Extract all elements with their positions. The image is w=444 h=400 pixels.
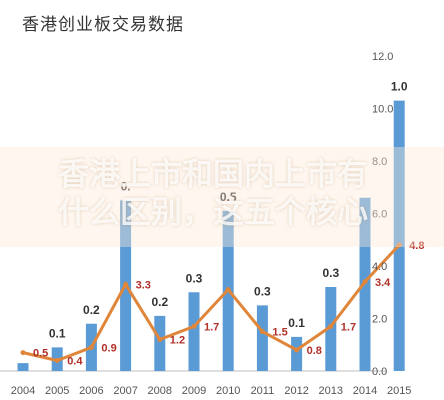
y-tick-label: 10.0 bbox=[372, 104, 393, 116]
bar-value-label: 0.3 bbox=[186, 271, 203, 285]
x-axis-ticks: 2004 2005 2006 2007 2008 2009 2010 2011 2012 2013… bbox=[11, 385, 412, 397]
x-tick-label: 2006 bbox=[79, 385, 103, 397]
bar-2008 bbox=[154, 315, 166, 371]
x-tick-label: 2008 bbox=[148, 385, 172, 397]
watermark-banner-text: 香港上市和国内上市有什么区别，这五个核心 bbox=[58, 157, 368, 230]
bar-2013 bbox=[325, 287, 337, 371]
x-tick-label: 2013 bbox=[319, 385, 343, 397]
bar-value-label: 0.5 bbox=[220, 190, 237, 204]
bar-2014 bbox=[359, 197, 371, 371]
line-value-label: 1.2 bbox=[170, 335, 185, 347]
y-tick-label: 2.0 bbox=[372, 314, 387, 326]
line-point bbox=[259, 329, 265, 335]
x-tick-label: 2005 bbox=[45, 385, 69, 397]
line-point bbox=[88, 344, 94, 350]
y-axis-ticks: 0.0 2.0 4.0 6.0 8.0 10.0 12.0 bbox=[372, 51, 393, 378]
x-tick-label: 2009 bbox=[182, 385, 206, 397]
line-point bbox=[191, 323, 197, 329]
bar-value-label: 0.1 bbox=[49, 326, 66, 340]
line-value-label: 0.8 bbox=[307, 345, 322, 357]
y-tick-label: 8.0 bbox=[372, 156, 387, 168]
line-value-label: 3.3 bbox=[136, 279, 151, 291]
line-value-label: 0.5 bbox=[33, 348, 48, 360]
line-point bbox=[362, 279, 368, 285]
bar-2015 bbox=[393, 100, 405, 371]
bar-2004 bbox=[17, 363, 29, 371]
line-series bbox=[22, 243, 401, 363]
y-tick-label: 6.0 bbox=[372, 209, 387, 221]
line-point bbox=[157, 337, 163, 342]
bar-value-label: 0.3 bbox=[254, 284, 271, 298]
line-value-label: 0.9 bbox=[101, 342, 116, 354]
bar-value-label: 0.2 bbox=[83, 303, 100, 317]
line-point bbox=[294, 347, 300, 353]
line-point bbox=[328, 323, 334, 329]
x-tick-label: 2015 bbox=[387, 385, 411, 397]
line-value-label: 4.8 bbox=[409, 240, 424, 252]
bar-value-label: 0.1 bbox=[288, 316, 305, 330]
line-value-label: 1.7 bbox=[204, 321, 219, 333]
bar-value-label: 0. bbox=[121, 179, 131, 193]
x-tick-label: 2004 bbox=[11, 385, 35, 397]
line-value-label: 0.4 bbox=[67, 356, 83, 368]
line-value-label: 3.4 bbox=[375, 277, 391, 289]
bar-value-label: 0.3 bbox=[322, 266, 339, 280]
x-tick-label: 2010 bbox=[216, 385, 240, 397]
line-value-label: 1.5 bbox=[272, 327, 287, 339]
line-labels: 0.5 0.4 0.9 3.3 1.2 1.7 1.5 0.8 1.7 3.4 4.8 bbox=[20, 240, 424, 368]
line-point bbox=[225, 287, 231, 293]
line-point bbox=[20, 350, 26, 356]
line-point bbox=[123, 281, 129, 287]
bar-value-label: 0.2 bbox=[151, 295, 168, 309]
line-value-label: 1.7 bbox=[341, 321, 356, 333]
line-point bbox=[396, 242, 402, 248]
bar-2011 bbox=[256, 305, 268, 371]
watermark-banner bbox=[0, 147, 444, 247]
bar-labels: 0.1 0.2 0. 0.2 0.3 0.5 0.3 0.1 0.3 1.0 bbox=[49, 80, 408, 341]
x-tick-label: 2011 bbox=[251, 385, 275, 397]
y-tick-label: 4.0 bbox=[372, 261, 387, 273]
x-tick-label: 2012 bbox=[284, 385, 308, 397]
line-point bbox=[54, 358, 60, 363]
y-tick-label: 12.0 bbox=[372, 51, 393, 63]
x-tick-label: 2014 bbox=[353, 385, 377, 397]
chart-title: 香港创业板交易数据 bbox=[22, 15, 184, 34]
y-tick-label: 0.0 bbox=[372, 366, 387, 378]
x-tick-label: 2007 bbox=[113, 385, 137, 397]
bar-2012 bbox=[291, 336, 303, 371]
bar-value-label: 1.0 bbox=[391, 80, 408, 94]
bar-2009 bbox=[188, 292, 200, 371]
